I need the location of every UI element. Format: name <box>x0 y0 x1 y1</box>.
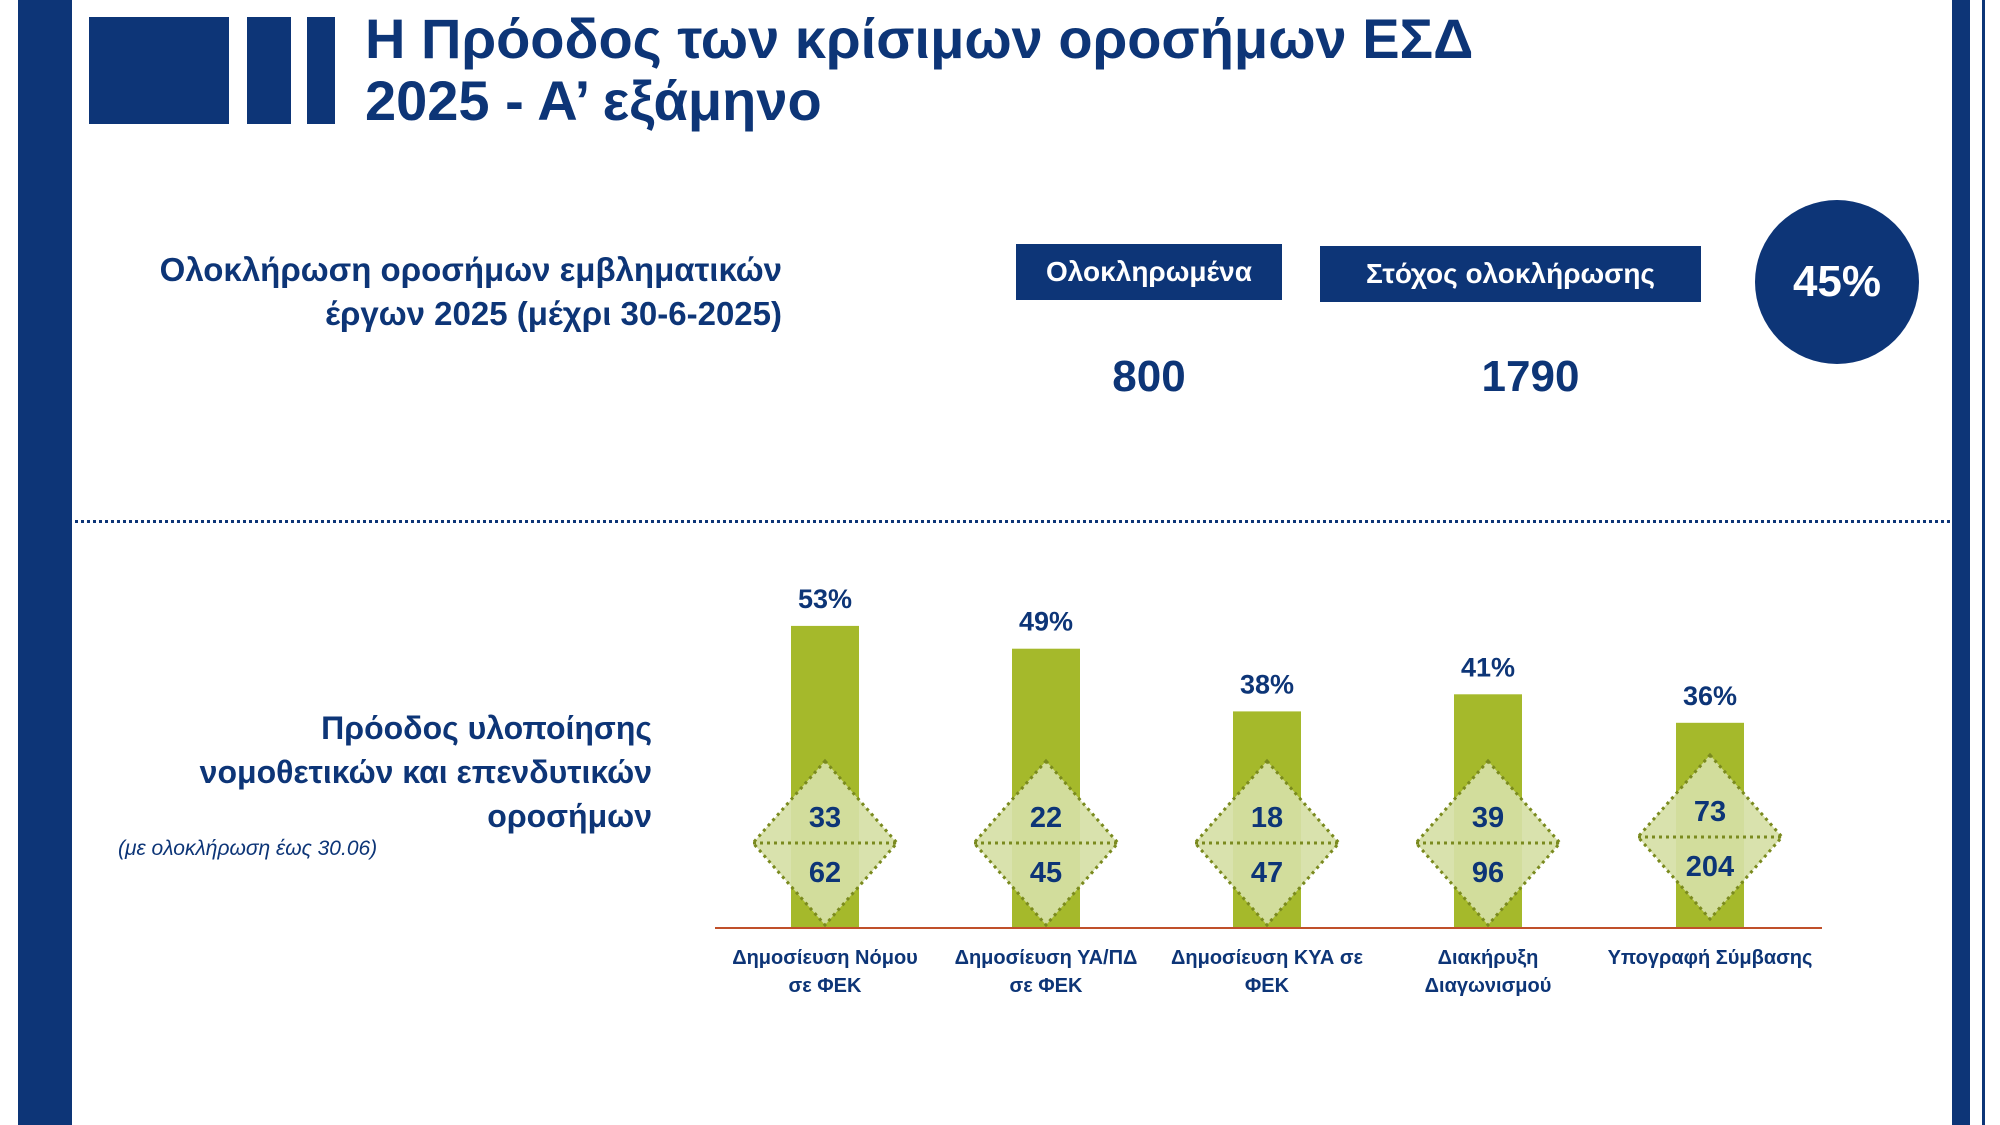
category-label: Δημοσίευση Νόμου σε ΦΕΚ <box>705 944 945 1000</box>
completed-count: 22 <box>1030 802 1062 834</box>
summary-label-line2: έργων 2025 (μέχρι 30-6-2025) <box>325 295 782 332</box>
logo-block-small <box>307 17 335 124</box>
section-divider <box>75 520 1950 523</box>
chart-title: Πρόοδος υλοποίησης νομοθετικών και επενδ… <box>100 706 652 838</box>
logo-block-medium <box>247 17 291 124</box>
category-label: Υπογραφή Σύμβασης <box>1590 944 1830 972</box>
category-label-line: Δημοσίευση ΚΥΑ σε <box>1170 947 1363 969</box>
page-title-line2: 2025 - Α’ εξάμηνο <box>365 69 822 132</box>
category-label-line: σε ΦΕΚ <box>1009 975 1083 997</box>
page-title-line1: Η Πρόοδος των κρίσιμων οροσήμων ΕΣΔ <box>365 7 1474 70</box>
bar-value-label: 36% <box>1683 681 1737 711</box>
completion-percent-badge: 45% <box>1755 200 1919 364</box>
category-label-line: Διαγωνισμού <box>1424 975 1552 997</box>
category-label-line: ΦΕΚ <box>1244 975 1290 997</box>
target-count: 96 <box>1472 857 1504 889</box>
logo-block-large <box>89 17 229 124</box>
bar-value-label: 38% <box>1240 669 1294 699</box>
target-label: Στόχος ολοκλήρωσης <box>1320 246 1701 302</box>
completed-count: 33 <box>809 802 841 834</box>
category-label-line: σε ΦΕΚ <box>788 975 862 997</box>
chart-note: (με ολοκλήρωση έως 30.06) <box>118 837 378 860</box>
category-label: Διακήρυξη Διαγωνισμού <box>1368 944 1608 1000</box>
completed-count: 73 <box>1694 796 1726 828</box>
left-edge-bar <box>18 0 72 1125</box>
completed-count: 18 <box>1251 802 1283 834</box>
chart-title-line1: Πρόοδος υλοποίησης <box>321 710 652 746</box>
right-edge-thin-bar <box>1982 0 1985 1125</box>
completed-label: Ολοκληρωμένα <box>1016 244 1282 300</box>
category-label-line: Υπογραφή Σύμβασης <box>1607 947 1813 969</box>
chart-title-line2: νομοθετικών και επενδυτικών <box>199 754 652 790</box>
summary-label: Ολοκλήρωση οροσήμων εμβληματικών έργων 2… <box>80 248 782 336</box>
bar-value-label: 49% <box>1019 607 1073 637</box>
right-edge-bar <box>1952 0 1970 1125</box>
completed-count: 39 <box>1472 802 1504 834</box>
category-label: Δημοσίευση ΥΑ/ΠΔ σε ΦΕΚ <box>926 944 1166 1000</box>
target-count: 45 <box>1030 857 1062 889</box>
category-label-line: Δημοσίευση ΥΑ/ΠΔ <box>954 947 1138 969</box>
category-label-line: Δημοσίευση Νόμου <box>732 947 918 969</box>
bar-value-label: 53% <box>798 584 852 614</box>
page-title: Η Πρόοδος των κρίσιμων οροσήμων ΕΣΔ 2025… <box>365 8 1665 132</box>
target-count: 204 <box>1686 851 1734 883</box>
target-value: 1790 <box>1481 352 1580 401</box>
completed-value: 800 <box>1112 352 1186 401</box>
summary-label-line1: Ολοκλήρωση οροσήμων εμβληματικών <box>159 251 782 288</box>
bar-value-label: 41% <box>1461 652 1515 682</box>
target-count: 62 <box>809 857 841 889</box>
category-label: Δημοσίευση ΚΥΑ σε ΦΕΚ <box>1147 944 1387 1000</box>
category-label-line: Διακήρυξη <box>1437 947 1539 969</box>
chart-title-line3: οροσήμων <box>487 798 652 834</box>
target-count: 47 <box>1251 857 1283 889</box>
